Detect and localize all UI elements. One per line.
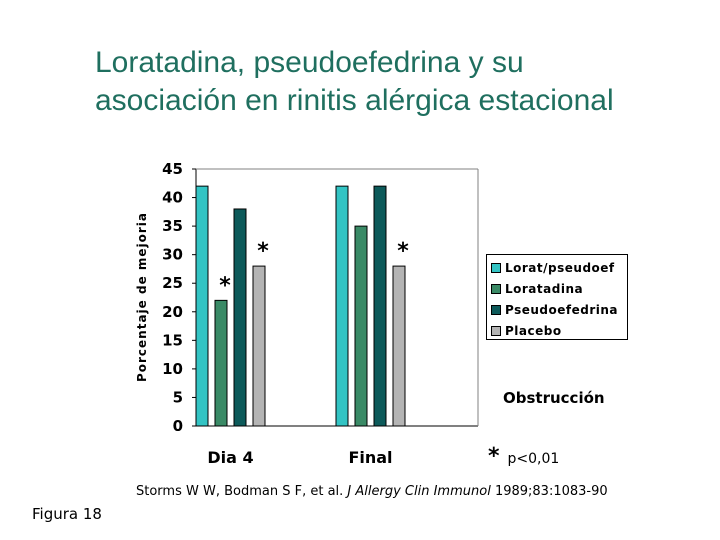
y-tick-label: 45	[162, 160, 183, 178]
chart-legend: Lorat/pseudoef Loratadina Pseudoefedrina…	[486, 254, 628, 340]
y-tick-label: 35	[162, 217, 183, 235]
bar-final-pseudoefedrina	[373, 185, 387, 427]
bar-final-loratadina	[354, 225, 368, 427]
significance-note: * p<0,01	[488, 444, 559, 469]
y-axis-label: Porcentaje de mejoria	[135, 212, 149, 382]
significance-symbol: *	[488, 444, 500, 469]
bar-dia-4-loratadina	[214, 299, 228, 427]
legend-label: Loratadina	[505, 281, 584, 296]
legend-swatch	[491, 304, 501, 315]
legend-swatch	[491, 262, 501, 273]
bar-dia-4-lorat-pseudoef	[195, 185, 209, 427]
bar-final-lorat-pseudoef	[335, 185, 349, 427]
y-tick-label: 5	[173, 388, 183, 406]
figure-label: Figura 18	[32, 505, 102, 523]
x-tick-label: Final	[348, 448, 392, 467]
legend-item-placebo: Placebo	[491, 320, 627, 341]
significance-annotation: *	[219, 273, 231, 298]
panel-label: Obstrucción	[503, 389, 605, 407]
page-title: Loratadina, pseudoefedrina y su asociaci…	[95, 44, 695, 120]
legend-item-loratadina: Loratadina	[491, 278, 627, 299]
y-tick-label: 15	[162, 331, 183, 349]
significance-annotation: *	[257, 239, 269, 264]
y-tick-label: 0	[173, 417, 183, 435]
bar-dia-4-placebo	[252, 265, 266, 427]
significance-annotation: *	[397, 239, 409, 264]
citation-authors: Storms W W, Bodman S F, et al.	[136, 484, 348, 499]
title-line-2: asociación en rinitis alérgica estaciona…	[95, 84, 614, 117]
y-tick-label: 25	[162, 274, 183, 292]
citation-journal: J Allergy Clin Immunol	[347, 484, 491, 499]
legend-label: Lorat/pseudoef	[505, 260, 615, 275]
legend-swatch	[491, 283, 501, 294]
x-tick-label: Dia 4	[207, 448, 253, 467]
bar-final-placebo	[392, 265, 406, 427]
legend-swatch	[491, 325, 501, 336]
legend-item-pseudoefedrina: Pseudoefedrina	[491, 299, 627, 320]
legend-item-lorat-pseudoef: Lorat/pseudoef	[491, 257, 627, 278]
legend-label: Placebo	[505, 323, 562, 338]
y-tick-label: 20	[162, 303, 183, 321]
legend-label: Pseudoefedrina	[505, 302, 619, 317]
title-line-1: Loratadina, pseudoefedrina y su	[95, 46, 524, 79]
y-tick-label: 40	[162, 189, 183, 207]
significance-text: p<0,01	[507, 451, 560, 467]
bar-dia-4-pseudoefedrina	[233, 208, 247, 427]
citation: Storms W W, Bodman S F, et al. J Allergy…	[136, 484, 608, 499]
y-tick-label: 10	[162, 360, 183, 378]
y-tick-label: 30	[162, 246, 183, 264]
citation-rest: 1989;83:1083-90	[490, 484, 608, 499]
